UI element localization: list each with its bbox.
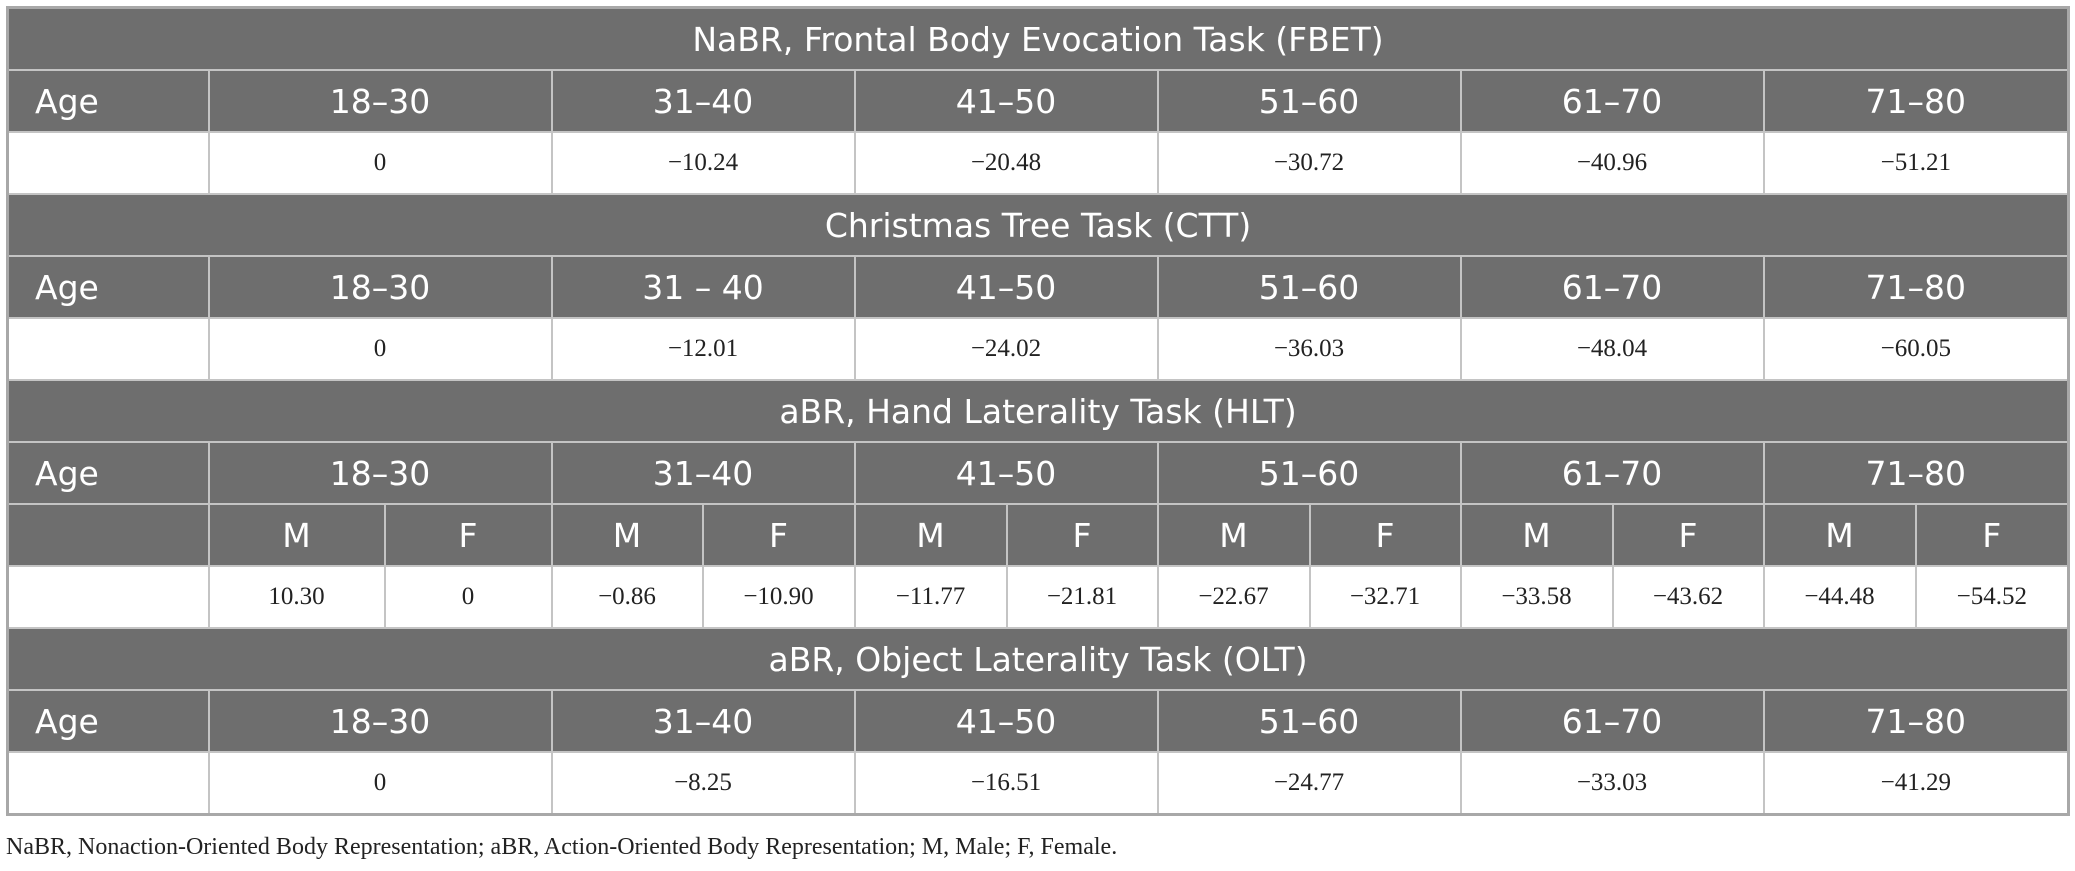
value-cell: −22.67 (1156, 565, 1311, 629)
value-cell: −30.72 (1156, 131, 1462, 195)
sex-label: F (1308, 503, 1462, 567)
table-row: Age 18–30 31–40 41–50 51–60 61–70 71–80 (6, 441, 2070, 505)
sex-label: F (701, 503, 856, 567)
value-cell: −48.04 (1459, 317, 1765, 381)
value-cell: 0 (207, 317, 553, 381)
table-row: Christmas Tree Task (CTT) (6, 193, 2070, 257)
age-group: 18–30 (207, 441, 553, 505)
value-cell: −21.81 (1005, 565, 1159, 629)
age-label: Age (6, 441, 210, 505)
age-group: 51–60 (1156, 689, 1462, 753)
age-group: 18–30 (207, 689, 553, 753)
age-group: 41–50 (853, 255, 1159, 319)
age-group: 51–60 (1156, 255, 1462, 319)
value-cell: −10.90 (701, 565, 856, 629)
sex-label: M (853, 503, 1008, 567)
table-row: NaBR, Frontal Body Evocation Task (FBET) (6, 6, 2070, 71)
age-group: 31–40 (550, 441, 856, 505)
age-group: 31–40 (550, 69, 856, 133)
table-row: Age 18–30 31–40 41–50 51–60 61–70 71–80 (6, 689, 2070, 753)
sex-label: F (1611, 503, 1765, 567)
value-cell: −10.24 (550, 131, 856, 195)
section-title: aBR, Hand Laterality Task (HLT) (6, 379, 2070, 443)
sex-label: M (1762, 503, 1917, 567)
section-title: aBR, Object Laterality Task (OLT) (6, 627, 2070, 691)
sex-label: M (1459, 503, 1614, 567)
empty-cell (6, 565, 210, 629)
value-cell: −41.29 (1762, 751, 2070, 816)
value-cell: −32.71 (1308, 565, 1462, 629)
age-group: 61–70 (1459, 69, 1765, 133)
sex-label: F (1005, 503, 1159, 567)
sex-label: F (383, 503, 553, 567)
value-cell: −16.51 (853, 751, 1159, 816)
value-cell: −20.48 (853, 131, 1159, 195)
table-row: 0 −10.24 −20.48 −30.72 −40.96 −51.21 (6, 131, 2070, 195)
table-row: Age 18–30 31–40 41–50 51–60 61–70 71–80 (6, 69, 2070, 133)
age-group: 18–30 (207, 255, 553, 319)
age-group: 71–80 (1762, 689, 2070, 753)
age-group: 71–80 (1762, 441, 2070, 505)
value-cell: 0 (207, 751, 553, 816)
value-cell: −24.77 (1156, 751, 1462, 816)
age-group: 31–40 (550, 689, 856, 753)
age-label: Age (6, 689, 210, 753)
age-group: 71–80 (1762, 69, 2070, 133)
value-cell: −60.05 (1762, 317, 2070, 381)
section-title: NaBR, Frontal Body Evocation Task (FBET) (6, 6, 2070, 71)
age-group: 51–60 (1156, 441, 1462, 505)
value-cell: −54.52 (1914, 565, 2070, 629)
empty-cell (6, 503, 210, 567)
age-group: 51–60 (1156, 69, 1462, 133)
table-row: 0 −12.01 −24.02 −36.03 −48.04 −60.05 (6, 317, 2070, 381)
age-group: 31 – 40 (550, 255, 856, 319)
age-group: 41–50 (853, 69, 1159, 133)
age-group: 41–50 (853, 689, 1159, 753)
value-cell: −36.03 (1156, 317, 1462, 381)
age-group: 61–70 (1459, 441, 1765, 505)
value-cell: −44.48 (1762, 565, 1917, 629)
table-row: aBR, Hand Laterality Task (HLT) (6, 379, 2070, 443)
age-label: Age (6, 69, 210, 133)
footnote: NaBR, Nonaction-Oriented Body Representa… (6, 834, 1118, 860)
value-cell: −33.03 (1459, 751, 1765, 816)
value-cell: −12.01 (550, 317, 856, 381)
age-group: 61–70 (1459, 255, 1765, 319)
value-cell: 0 (207, 131, 553, 195)
age-group: 41–50 (853, 441, 1159, 505)
section-title: Christmas Tree Task (CTT) (6, 193, 2070, 257)
value-cell: −0.86 (550, 565, 704, 629)
value-cell: −51.21 (1762, 131, 2070, 195)
table-row: 10.30 0 −0.86 −10.90 −11.77 −21.81 −22.67 −32.7… (6, 565, 2070, 629)
table: NaBR, Frontal Body Evocation Task (FBET)… (6, 6, 2071, 816)
value-cell: 10.30 (207, 565, 386, 629)
table-row: Age 18–30 31 – 40 41–50 51–60 61–70 71–80 (6, 255, 2070, 319)
age-group: 71–80 (1762, 255, 2070, 319)
age-label: Age (6, 255, 210, 319)
value-cell: −24.02 (853, 317, 1159, 381)
empty-cell (6, 317, 210, 381)
value-cell: −8.25 (550, 751, 856, 816)
value-cell: −40.96 (1459, 131, 1765, 195)
age-group: 61–70 (1459, 689, 1765, 753)
table-row: 0 −8.25 −16.51 −24.77 −33.03 −41.29 (6, 751, 2070, 816)
value-cell: −11.77 (853, 565, 1008, 629)
table-row: aBR, Object Laterality Task (OLT) (6, 627, 2070, 691)
empty-cell (6, 751, 210, 816)
sex-label: M (207, 503, 386, 567)
value-cell: −43.62 (1611, 565, 1765, 629)
sex-label: M (1156, 503, 1311, 567)
value-cell: 0 (383, 565, 553, 629)
sex-label: M (550, 503, 704, 567)
age-group: 18–30 (207, 69, 553, 133)
value-cell: −33.58 (1459, 565, 1614, 629)
sex-label: F (1914, 503, 2070, 567)
empty-cell (6, 131, 210, 195)
